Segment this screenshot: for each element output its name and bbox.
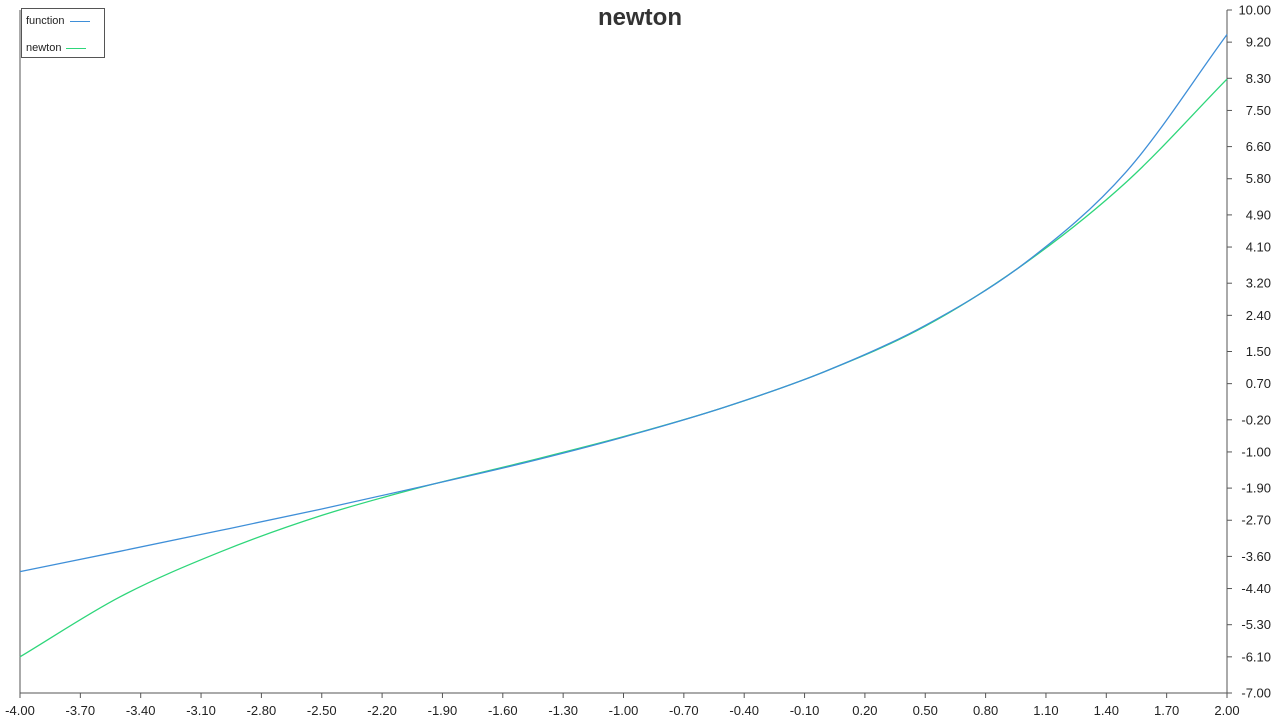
axes: -4.00 -3.70 -3.40 -3.10 -2.80 -2.50 -2.20 -1.90… xyxy=(5,3,1271,719)
x-tick-label: -3.40 xyxy=(126,703,156,718)
series-line-newton xyxy=(19,78,1228,658)
legend: function newton xyxy=(21,8,105,58)
y-tick-label: 4.10 xyxy=(1246,240,1271,255)
y-tick-label: -4.40 xyxy=(1241,581,1271,596)
y-tick-label: -1.00 xyxy=(1241,444,1271,459)
x-tick-label: -1.90 xyxy=(428,703,458,718)
y-tick-label: 3.20 xyxy=(1246,276,1271,291)
y-tick-label: -5.30 xyxy=(1241,617,1271,632)
y-tick-label: -0.20 xyxy=(1241,412,1271,427)
y-tick-label: 4.90 xyxy=(1246,207,1271,222)
x-tick-label: 1.10 xyxy=(1033,703,1058,718)
x-tick-label: 0.20 xyxy=(852,703,877,718)
y-tick-label: -6.10 xyxy=(1241,649,1271,664)
y-tick-label: 6.60 xyxy=(1246,139,1271,154)
y-tick-label: -1.90 xyxy=(1241,481,1271,496)
x-tick-label: -1.30 xyxy=(548,703,578,718)
x-tick-label: -2.20 xyxy=(367,703,397,718)
x-tick-label: -2.80 xyxy=(247,703,277,718)
x-tick-label: -0.40 xyxy=(729,703,759,718)
x-tick-label: -3.70 xyxy=(66,703,96,718)
y-tick-label: 2.40 xyxy=(1246,308,1271,323)
x-tick-label: 1.40 xyxy=(1094,703,1119,718)
y-tick-label: -7.00 xyxy=(1241,686,1271,701)
x-tick-label: 2.00 xyxy=(1214,703,1239,718)
x-tick-label: -1.00 xyxy=(609,703,639,718)
legend-swatch-function xyxy=(69,20,90,22)
series-line-function xyxy=(19,34,1228,573)
y-tick-label: 10.00 xyxy=(1238,3,1271,18)
x-tick-label: 0.50 xyxy=(913,703,938,718)
x-tick-label: 0.80 xyxy=(973,703,998,718)
legend-item-newton: newton xyxy=(26,41,87,55)
x-tick-label: -3.10 xyxy=(186,703,216,718)
x-tick-label: 1.70 xyxy=(1154,703,1179,718)
y-tick-label: 7.50 xyxy=(1246,103,1271,118)
y-tick-label: 9.20 xyxy=(1246,35,1271,50)
x-tick-label: -0.70 xyxy=(669,703,699,718)
x-tick-label: -2.50 xyxy=(307,703,337,718)
y-tick-label: 1.50 xyxy=(1246,344,1271,359)
legend-item-function: function xyxy=(26,14,90,28)
y-tick-label: -2.70 xyxy=(1241,513,1271,528)
legend-label-newton: newton xyxy=(26,42,62,55)
y-tick-label: 0.70 xyxy=(1246,376,1271,391)
legend-swatch-newton xyxy=(66,47,87,49)
legend-label-function: function xyxy=(26,15,65,28)
y-tick-label: 8.30 xyxy=(1246,71,1271,86)
y-tick-label: 5.80 xyxy=(1246,171,1271,186)
x-tick-label: -4.00 xyxy=(5,703,35,718)
x-tick-label: -1.60 xyxy=(488,703,518,718)
y-tick-label: -3.60 xyxy=(1241,549,1271,564)
series-lines xyxy=(19,34,1228,658)
x-tick-label: -0.10 xyxy=(790,703,820,718)
